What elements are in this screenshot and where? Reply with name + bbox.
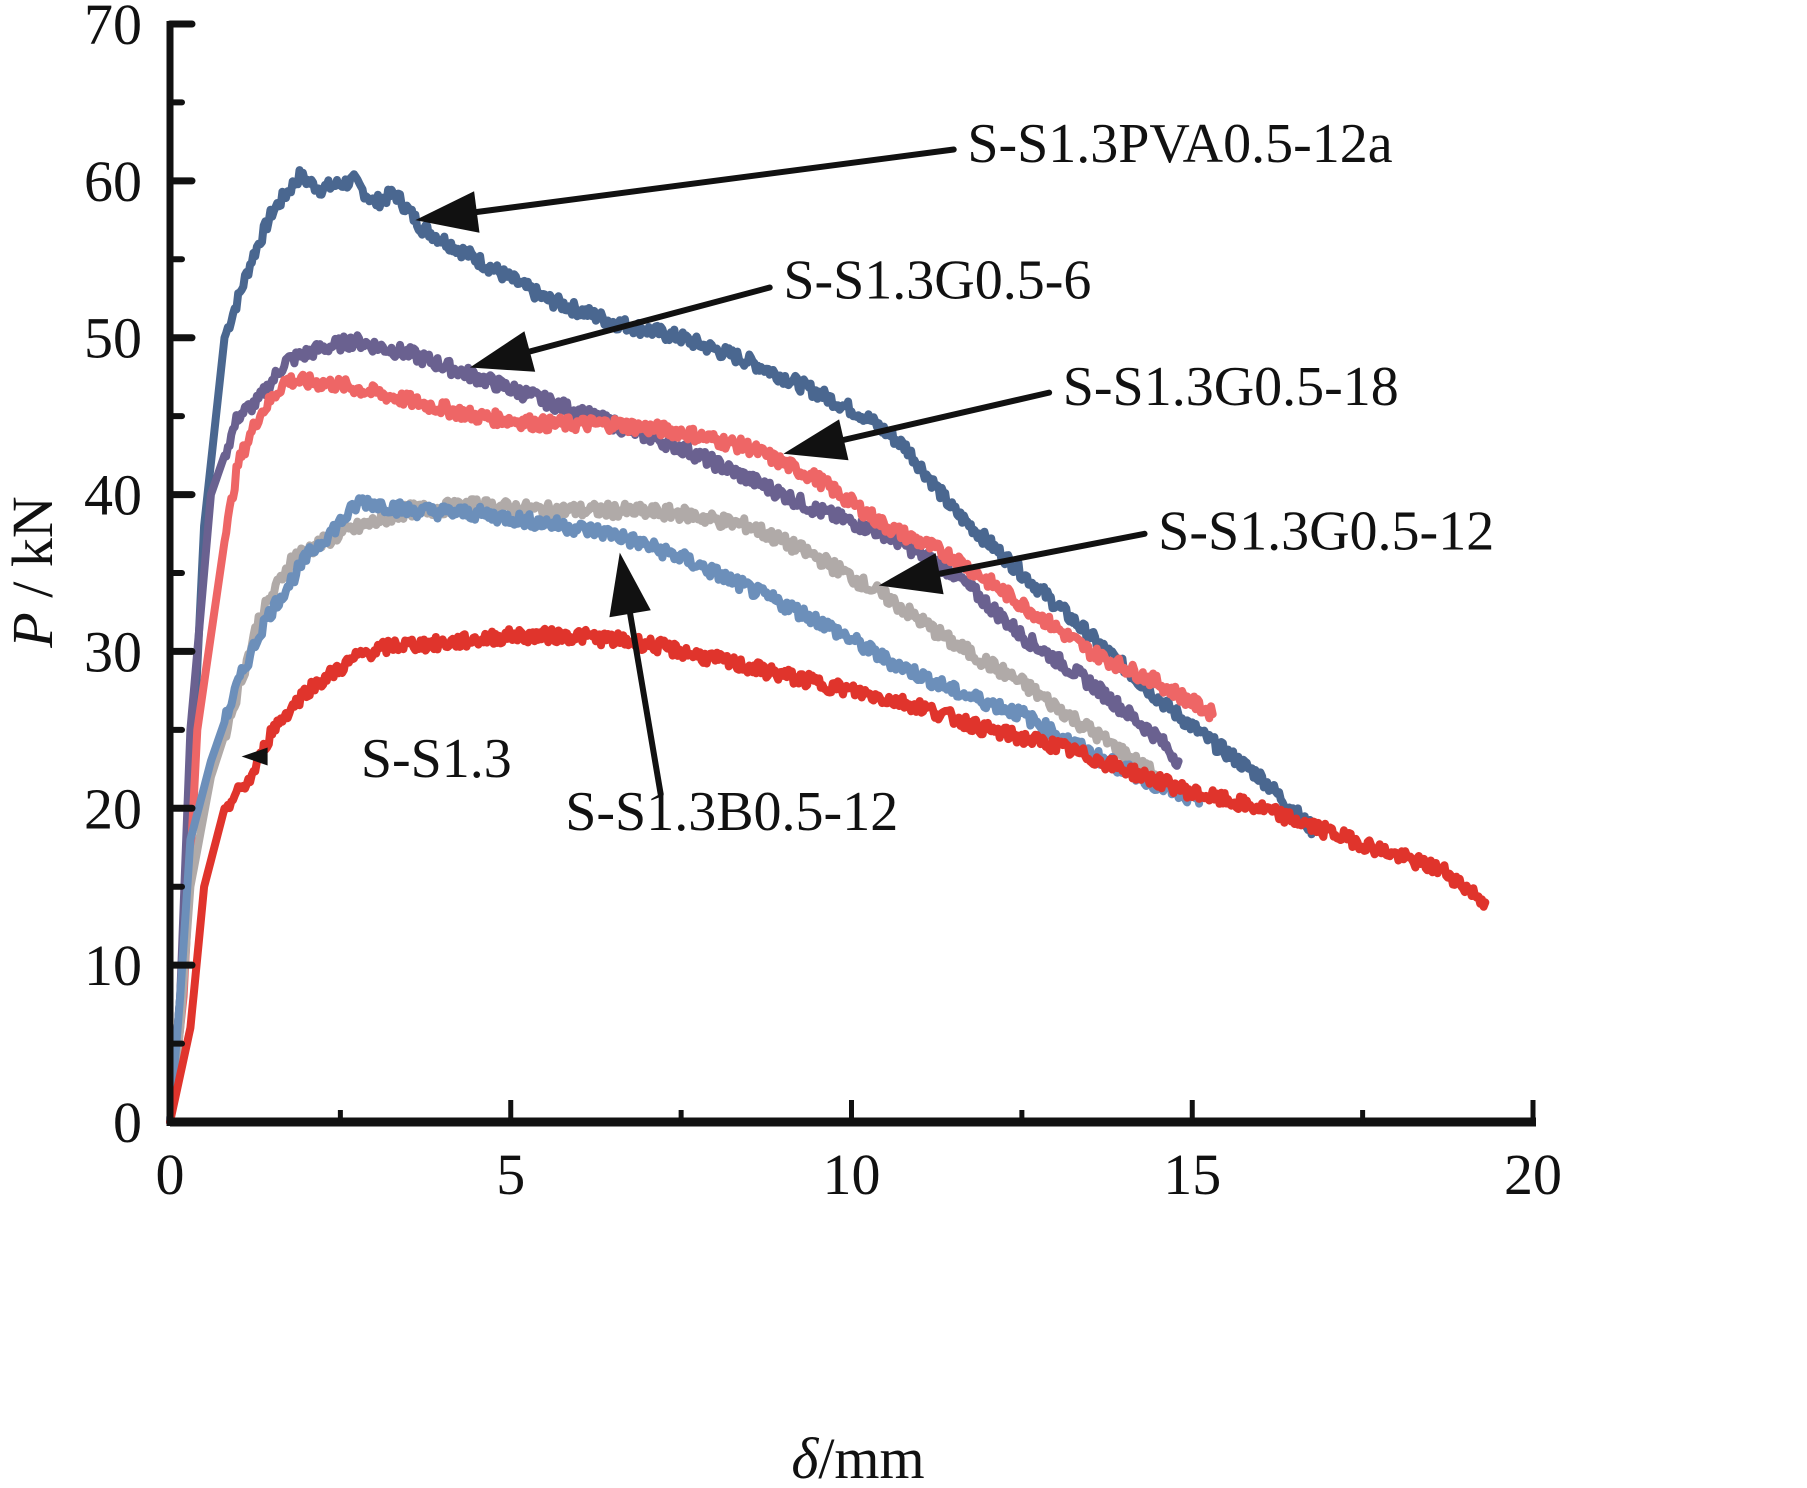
y-axis-unit: / kN [0, 496, 65, 612]
y-tick-label: 60 [84, 149, 142, 214]
annotation-arrow-head [878, 553, 944, 595]
annotation-label: S-S1.3B0.5-12 [565, 781, 898, 843]
annotation-label: S-S1.3G0.5-18 [1063, 356, 1399, 418]
annotation-arrow-shaft [473, 146, 957, 216]
x-axis-title: δ/mm [791, 1426, 924, 1488]
series-line-s-s1-3 [166, 624, 1490, 1126]
annotation-arrow-head [609, 552, 651, 618]
y-tick-label: 20 [84, 776, 142, 841]
annotation-arrow-head [241, 747, 268, 766]
y-axis-title: P / kN [0, 496, 65, 648]
series-line-s-s1-3pva0-5-12a [166, 166, 1319, 1126]
y-tick-label: 30 [84, 619, 142, 684]
y-tick-label: 0 [113, 1090, 142, 1155]
annotation-layer: S-S1.3PVA0.5-12a S-S1.3G0.5-6 S-S1.3G0.5-1… [241, 113, 1494, 843]
x-tick-label: 15 [1163, 1142, 1221, 1207]
x-tick-label: 20 [1504, 1142, 1562, 1207]
y-tick-label: 10 [84, 933, 142, 998]
annotation-arrow-shaft [936, 530, 1148, 577]
series-line-s-s1-3g0-5-6 [166, 331, 1183, 1126]
y-tick-label: 40 [84, 463, 142, 528]
series-line-s-s1-3b0-5-12 [166, 494, 1204, 1126]
annotation-arrow-head [469, 331, 536, 372]
annotation-arrow-shaft [627, 610, 664, 798]
x-tick-label: 5 [496, 1142, 525, 1207]
annotation-label: S-S1.3G0.5-12 [1158, 500, 1494, 562]
annotation-arrow-head [415, 191, 480, 233]
annotation-label: S-S1.3G0.5-6 [783, 250, 1091, 312]
annotation-arrow-shaft [840, 389, 1053, 443]
annotation-label: S-S1.3 [361, 728, 512, 790]
x-axis-unit: /mm [818, 1426, 924, 1488]
y-tick-label: 50 [84, 306, 142, 371]
ticks-layer: 0 10 20 30 40 50 60 70 0 5 10 15 20 [84, 0, 1562, 1207]
annotation-arrow-head [783, 419, 849, 461]
x-tick-label: 10 [823, 1142, 881, 1207]
x-axis-symbol: δ [791, 1426, 819, 1488]
series-layer [166, 166, 1490, 1126]
series-line-s-s1-3g0-5-18 [166, 370, 1217, 1126]
x-tick-label: 0 [156, 1142, 185, 1207]
y-tick-label: 70 [84, 0, 142, 57]
y-axis-symbol: P [0, 612, 65, 648]
annotation-label: S-S1.3PVA0.5-12a [967, 113, 1392, 175]
annotation-arrow-shaft [526, 284, 773, 355]
